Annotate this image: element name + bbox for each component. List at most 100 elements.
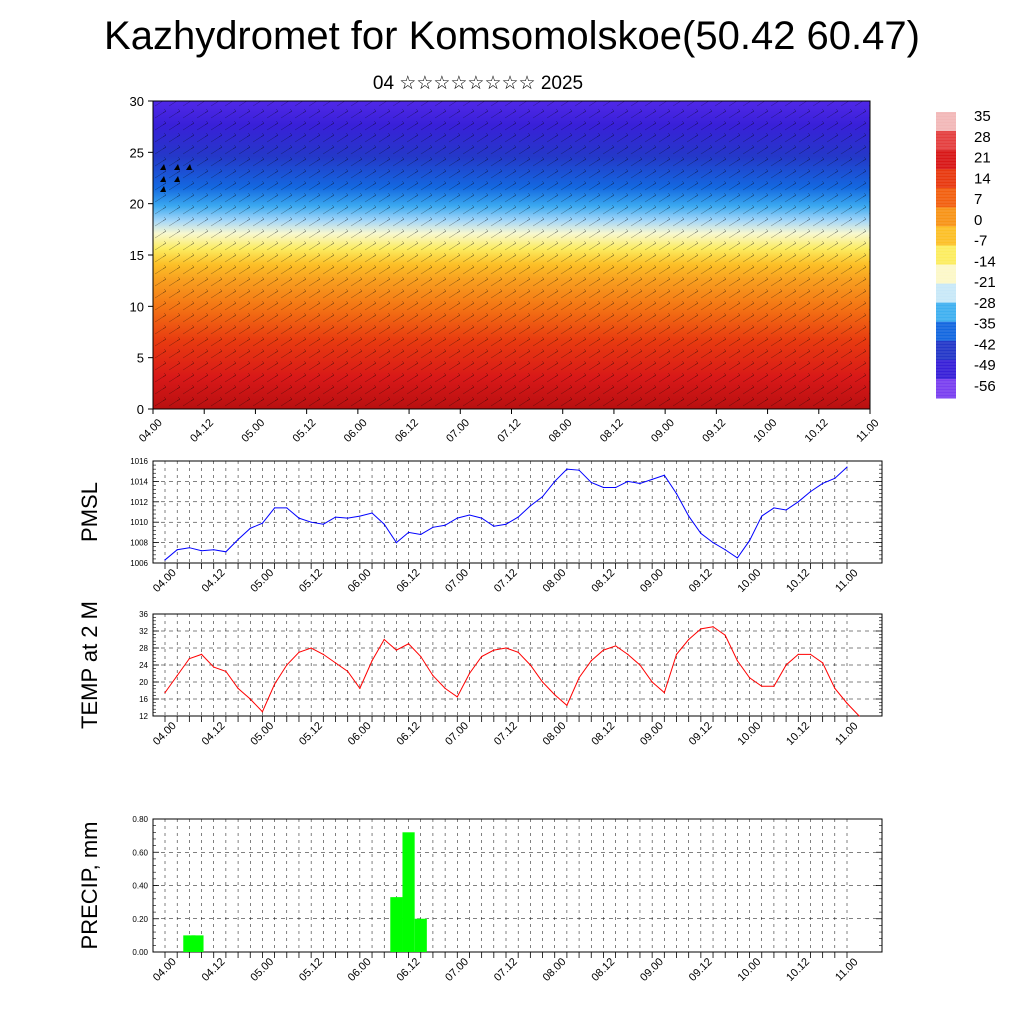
x-tick-label: 08.12 xyxy=(589,956,617,984)
temp2m-point xyxy=(371,660,373,662)
precip-bar xyxy=(390,897,403,952)
pmsl-point xyxy=(261,522,264,524)
pmsl-point xyxy=(809,491,812,493)
pmsl-point xyxy=(200,550,203,552)
colorbar-swatch xyxy=(936,131,956,151)
x-tick-label: 04.00 xyxy=(151,567,179,595)
x-tick-label: 08.00 xyxy=(547,417,575,445)
y-tick-label: 10 xyxy=(130,299,144,314)
colorbar-label: -42 xyxy=(974,336,996,353)
x-tick-label: 10.12 xyxy=(784,720,812,748)
temp2m-point xyxy=(615,645,617,647)
colorbar-label: -35 xyxy=(974,316,996,333)
x-tick-label: 08.00 xyxy=(541,956,569,984)
temp2m-point xyxy=(334,662,337,664)
pmsl-point xyxy=(651,478,653,480)
temp2m-panel: 12 16 20 24 28 32 36 04.00 04.12 05.00 05.12 06.00 0… xyxy=(77,601,883,748)
x-tick-label: 08.00 xyxy=(541,720,569,748)
pmsl-point xyxy=(444,524,446,526)
pmsl-point xyxy=(566,468,568,470)
y-tick-label: 1008 xyxy=(130,539,148,548)
x-tick-label: 04.12 xyxy=(200,720,228,748)
x-tick-label: 04.12 xyxy=(200,567,228,595)
temp2m-point xyxy=(237,687,239,689)
colorbar-swatch xyxy=(936,378,956,399)
x-tick-label: 05.00 xyxy=(248,720,276,748)
x-tick-label: 09.12 xyxy=(700,417,728,445)
pmsl-point xyxy=(590,481,592,484)
colorbar-swatch xyxy=(936,226,956,246)
pmsl-point xyxy=(176,549,178,551)
colorbar-label: -7 xyxy=(974,233,987,250)
temp2m-point xyxy=(578,677,580,679)
temp2m-point xyxy=(347,670,349,672)
temp2m-point xyxy=(188,658,190,660)
temp2m-point xyxy=(529,664,531,666)
pmsl-point xyxy=(846,466,848,468)
colorbar-swatch xyxy=(936,112,956,132)
x-tick-label: 05.12 xyxy=(297,567,325,595)
wind-marker xyxy=(160,176,166,182)
temp2m-point xyxy=(249,698,251,700)
x-tick-label: 04.12 xyxy=(188,417,216,445)
y-tick-label: 20 xyxy=(130,197,144,212)
temp2m-point xyxy=(176,675,178,677)
x-tick-label: 10.00 xyxy=(751,417,779,445)
temp2m-point xyxy=(785,664,787,666)
x-tick-label: 04.12 xyxy=(200,956,228,984)
pmsl-point xyxy=(700,532,702,535)
y-tick-label: 1016 xyxy=(130,457,148,466)
temp2m-point xyxy=(298,651,300,653)
temp2m-point xyxy=(286,664,288,666)
colorbar-swatch xyxy=(936,245,956,266)
colorbar-swatch xyxy=(936,321,956,342)
temp2m-point xyxy=(627,653,629,655)
temp2m-point xyxy=(407,643,410,645)
temp2m-point xyxy=(310,647,312,649)
pmsl-point xyxy=(493,525,495,527)
temp2m-point xyxy=(712,626,714,628)
temp2m-point xyxy=(261,711,264,713)
temp2m-point xyxy=(809,653,812,655)
colorbar-swatch xyxy=(936,264,956,285)
pmsl-point xyxy=(322,523,324,525)
x-tick-label: 09.00 xyxy=(638,567,666,595)
pmsl-point xyxy=(761,515,763,517)
pmsl-point xyxy=(639,482,641,485)
pmsl-point xyxy=(615,486,617,489)
x-tick-label: 05.00 xyxy=(239,417,267,445)
temp2m-point xyxy=(444,687,446,689)
x-tick-label: 07.12 xyxy=(492,567,520,595)
pmsl-point xyxy=(468,514,471,516)
pmsl-point xyxy=(773,507,775,509)
x-tick-label: 07.00 xyxy=(443,567,471,595)
y-tick-label: 24 xyxy=(139,661,148,670)
y-axis-label: PMSL xyxy=(77,482,102,542)
colorbar-label: 14 xyxy=(974,170,991,187)
pmsl-point xyxy=(541,496,544,498)
x-tick-label: 05.12 xyxy=(297,956,325,984)
temp2m-point xyxy=(675,653,678,655)
x-tick-label: 10.00 xyxy=(735,720,763,748)
x-tick-label: 04.00 xyxy=(137,417,165,445)
pmsl-point xyxy=(249,527,251,529)
x-tick-label: 09.00 xyxy=(638,720,666,748)
y-tick-label: 1006 xyxy=(130,559,148,568)
wind-marker xyxy=(186,164,192,170)
colorbar-swatch xyxy=(936,359,956,380)
pmsl-panel: 1006 1008 1010 1012 1014 1016 04.00 04.12 05.00 0… xyxy=(77,457,883,595)
colorbar-label: -56 xyxy=(974,378,996,395)
pmsl-point xyxy=(237,538,239,541)
y-axis-label: PRECIP, mm xyxy=(77,822,102,950)
temp2m-point xyxy=(858,715,860,717)
y-tick-label: 15 xyxy=(130,248,144,263)
temp2m-point xyxy=(200,653,203,655)
precip-bar xyxy=(191,935,204,952)
y-tick-label: 20 xyxy=(139,678,148,687)
temp2m-point xyxy=(493,649,495,651)
pmsl-point xyxy=(359,515,361,517)
pmsl-point xyxy=(517,516,519,518)
pmsl-point xyxy=(213,549,215,551)
y-tick-label: 0.20 xyxy=(132,915,148,924)
x-tick-label: 11.00 xyxy=(854,417,881,444)
